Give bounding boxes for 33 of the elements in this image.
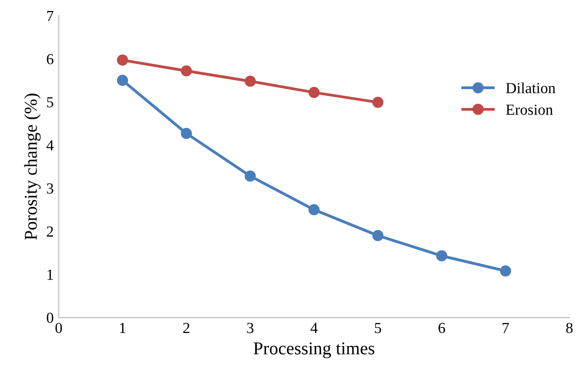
point	[308, 204, 320, 216]
y-axis-title: Porosity change (%)	[24, 94, 41, 240]
point	[180, 65, 192, 76]
x-tick-label: 5	[374, 322, 382, 334]
y-tick-label: 6	[46, 54, 54, 64]
y-tick-label: 5	[47, 97, 54, 108]
x-tick-label: 4	[310, 322, 318, 333]
y-tick-label: 3	[46, 183, 54, 194]
point	[116, 54, 128, 66]
x-tick-label: 0	[55, 322, 62, 334]
y-tick-label: 7	[47, 10, 54, 21]
point	[500, 265, 512, 277]
point	[180, 128, 192, 139]
point	[244, 76, 256, 87]
x-tick-label: 1	[120, 322, 126, 333]
x-tick-label: 7	[502, 322, 509, 333]
x-tick-label: 3	[247, 322, 254, 334]
legend-label: Erosion	[506, 104, 553, 115]
y-tick-label: 2	[46, 226, 53, 237]
x-tick-label: 2	[183, 322, 190, 333]
point	[372, 230, 384, 242]
y-tick-label: 1	[48, 270, 53, 280]
point	[244, 170, 256, 182]
y-tick-label: 4	[46, 140, 54, 150]
x-axis-title: Processing times	[254, 342, 374, 358]
point	[436, 250, 448, 262]
point	[372, 96, 384, 108]
point	[116, 74, 128, 86]
legend-label: Dilation	[506, 82, 556, 94]
x-tick-label: 6	[438, 322, 446, 334]
y-tick-label: 0	[46, 312, 54, 323]
point	[308, 86, 320, 98]
x-tick-label: 8	[566, 322, 573, 334]
